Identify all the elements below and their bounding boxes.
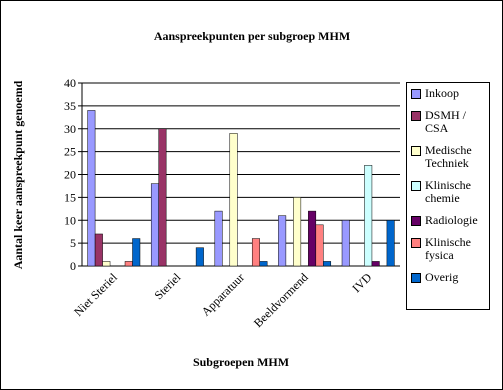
bar — [229, 133, 238, 267]
legend-item: Medische Techniek — [411, 144, 487, 170]
y-tick-label: 0 — [70, 259, 76, 273]
bar — [259, 261, 268, 267]
legend-item: Overig — [411, 271, 487, 284]
legend-label: Klinische fysica — [425, 235, 471, 262]
bar — [102, 261, 111, 267]
y-tick-label: 20 — [64, 168, 76, 182]
legend-item: Klinische fysica — [411, 236, 487, 262]
legend-swatch — [411, 89, 421, 99]
bar — [150, 183, 159, 267]
bar — [315, 224, 324, 267]
legend-swatch — [411, 238, 421, 248]
legend-label: Inkoop — [425, 86, 459, 100]
legend-label: Radiologie — [425, 213, 478, 227]
bar — [214, 210, 223, 267]
legend-swatch — [411, 146, 421, 156]
bar — [341, 220, 350, 267]
bar — [308, 210, 317, 267]
bar — [94, 233, 103, 267]
legend-item: Radiologie — [411, 214, 487, 227]
legend-swatch — [411, 111, 421, 121]
bar — [124, 261, 133, 267]
bar — [278, 215, 287, 267]
legend-label: Medische Techniek — [425, 143, 472, 170]
legend-label: DSMH / CSA — [425, 108, 467, 135]
bar — [195, 247, 204, 267]
legend-label: Overig — [425, 270, 459, 284]
bar — [386, 220, 395, 267]
y-axis-label: Aantal keer aanspreekpunt genoemd — [11, 80, 25, 269]
legend-swatch — [411, 216, 421, 226]
legend-label: Klinische chemie — [425, 178, 471, 205]
bar — [251, 238, 260, 267]
bar — [364, 165, 373, 267]
y-tick-label: 35 — [64, 99, 76, 113]
legend-swatch — [411, 273, 421, 283]
legend-swatch — [411, 181, 421, 191]
bar — [293, 197, 302, 267]
chart-title: Aanspreekpunten per subgroep MHM — [154, 29, 350, 43]
bar — [132, 238, 141, 267]
y-tick-label: 10 — [64, 213, 76, 227]
y-tick-label: 15 — [64, 190, 76, 204]
legend-item: Inkoop — [411, 87, 487, 100]
legend: Inkoop DSMH / CSA Medische Techniek Klinisc… — [406, 82, 490, 310]
bar — [323, 261, 332, 267]
x-axis-label: Subgroepen MHM — [193, 355, 289, 369]
y-tick-label: 40 — [64, 76, 76, 90]
bar — [371, 261, 380, 267]
y-tick-label: 5 — [70, 236, 76, 250]
bar — [158, 128, 167, 267]
legend-item: Klinische chemie — [411, 179, 487, 205]
bar — [87, 110, 96, 267]
legend-item: DSMH / CSA — [411, 109, 487, 135]
y-tick-label: 25 — [64, 145, 76, 159]
y-tick-label: 30 — [64, 122, 76, 136]
